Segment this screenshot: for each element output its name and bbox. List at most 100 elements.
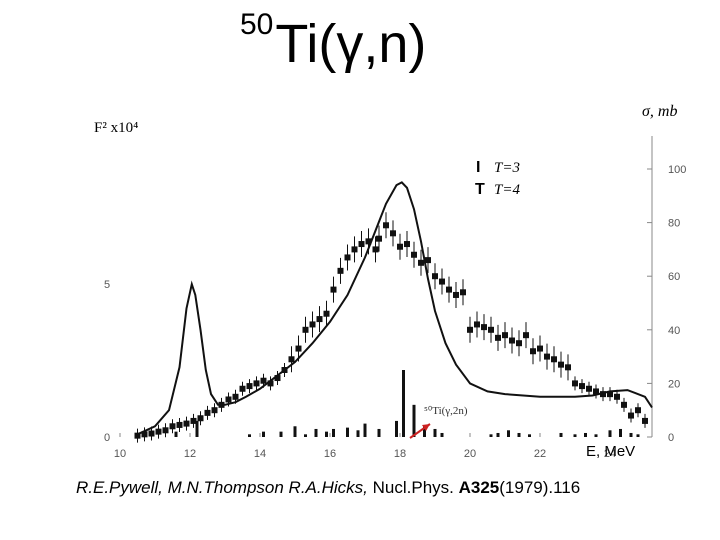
data-point: [148, 430, 155, 437]
citation-volume: A325: [458, 478, 500, 497]
strength-bar: [440, 432, 444, 437]
right-y-tick-label: 100: [668, 164, 686, 176]
strength-bar: [559, 432, 563, 437]
strength-bar: [279, 431, 283, 437]
data-point: [358, 241, 365, 248]
strength-bar: [594, 434, 598, 437]
legend-label-t4: T=4: [494, 182, 520, 198]
data-point: [267, 380, 274, 387]
strength-bar: [314, 428, 318, 437]
x-tick-label: 16: [324, 448, 336, 460]
strength-bar: [608, 430, 612, 437]
annotation-arrow-head: [422, 424, 430, 431]
x-tick-label: 18: [394, 448, 406, 460]
data-point: [376, 235, 382, 242]
data-point: [253, 380, 260, 387]
data-point: [344, 254, 351, 261]
data-point: [337, 267, 344, 274]
data-point: [397, 243, 403, 250]
strength-bar: [629, 432, 633, 437]
strength-bar: [517, 432, 521, 437]
strength-bar: [584, 432, 587, 437]
data-point: [481, 324, 487, 331]
data-point: [418, 259, 424, 266]
data-point: [218, 401, 225, 408]
data-point: [432, 273, 438, 280]
data-point: [495, 334, 501, 341]
strength-bar: [346, 427, 349, 437]
strength-bar: [433, 428, 437, 437]
title-mass-number: 50: [240, 8, 274, 41]
strength-bar: [573, 434, 577, 437]
data-point: [537, 345, 543, 352]
x-tick-label: 12: [184, 448, 196, 460]
right-y-tick-label: 20: [668, 378, 680, 390]
x-tick-label: 20: [464, 448, 476, 460]
strength-bar: [195, 420, 199, 437]
data-point: [446, 286, 452, 293]
right-y-tick-label: 40: [668, 325, 680, 337]
strength-bar: [363, 423, 367, 437]
data-point: [183, 420, 190, 427]
strength-bar: [423, 426, 426, 437]
data-point: [155, 428, 162, 435]
x-tick-label: 24: [604, 448, 616, 460]
theory-curve: [137, 181, 653, 436]
title-reaction: Ti(γ,n): [275, 14, 427, 74]
strength-bar: [489, 434, 493, 437]
strength-bar: [262, 431, 265, 437]
data-point: [607, 391, 613, 398]
data-point: [635, 407, 641, 414]
data-point: [204, 409, 211, 416]
strength-bar: [248, 434, 251, 437]
strength-bar: [412, 404, 416, 437]
data-point: [134, 432, 141, 439]
data-point: [197, 415, 204, 422]
data-point: [190, 417, 197, 424]
data-point: [593, 388, 599, 395]
data-point: [323, 310, 330, 317]
data-point: [302, 326, 309, 333]
x-tick-label: 22: [534, 448, 546, 460]
data-point: [544, 353, 550, 360]
data-point: [586, 385, 592, 392]
data-point: [523, 332, 529, 339]
data-point: [600, 391, 606, 398]
data-point: [246, 383, 253, 390]
data-point: [621, 401, 627, 408]
left-y-tick-label: 5: [104, 279, 110, 291]
strength-bar: [528, 434, 531, 437]
citation-journal: Nucl.Phys.: [367, 478, 459, 497]
strength-bar: [174, 431, 178, 437]
strength-bar: [619, 428, 622, 437]
data-point: [365, 238, 372, 245]
data-point: [288, 356, 295, 363]
annotation-label: ⁵⁰Ti(γ,2n): [424, 405, 468, 417]
strength-bar: [636, 434, 640, 437]
data-point: [390, 230, 396, 237]
data-point: [260, 377, 267, 384]
data-point: [439, 278, 445, 285]
data-point: [411, 251, 417, 258]
x-tick-label: 14: [254, 448, 266, 460]
right-y-tick-label: 0: [668, 432, 674, 444]
data-point: [628, 412, 634, 419]
data-point: [509, 337, 515, 344]
legend-label-t3: T=3: [494, 160, 520, 176]
data-point: [239, 385, 246, 392]
data-point: [383, 222, 389, 229]
data-point: [425, 257, 431, 264]
citation-authors: R.E.Pywell, M.N.Thompson R.A.Hicks,: [76, 478, 368, 497]
legend-symbol-t4: T: [475, 181, 485, 198]
strength-bar: [402, 370, 405, 437]
citation-year-pages: (1979).116: [499, 478, 581, 497]
data-point: [614, 393, 620, 400]
legend-symbol-t3: I: [476, 159, 480, 176]
data-point: [502, 332, 508, 339]
strength-bar: [304, 434, 307, 437]
data-point: [551, 356, 557, 363]
data-point: [474, 321, 480, 328]
data-point: [141, 431, 148, 438]
data-point: [530, 348, 536, 355]
data-point: [232, 393, 239, 400]
